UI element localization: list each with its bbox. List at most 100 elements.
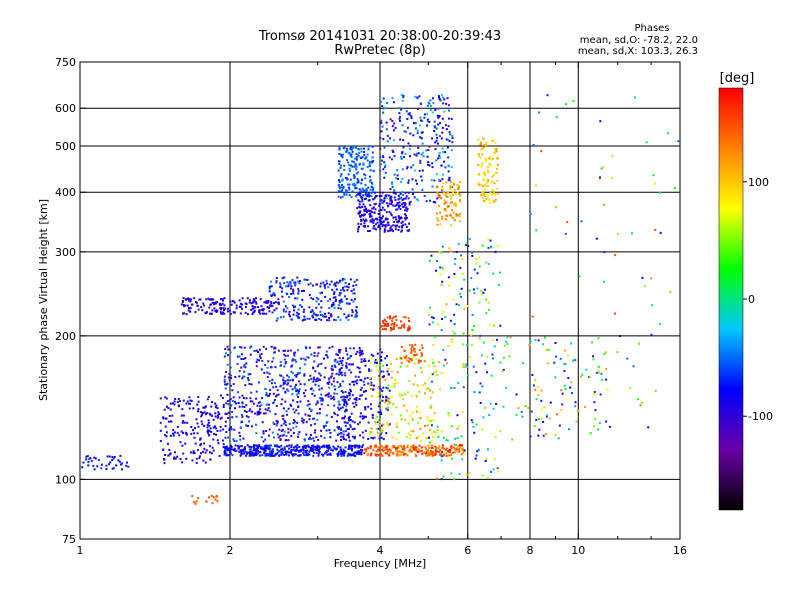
data-point bbox=[354, 445, 357, 448]
data-point bbox=[391, 446, 394, 449]
data-point bbox=[479, 183, 482, 186]
data-point bbox=[413, 350, 416, 353]
data-point bbox=[458, 473, 461, 476]
data-point bbox=[362, 436, 365, 439]
data-point bbox=[559, 357, 562, 360]
data-point bbox=[402, 146, 405, 149]
data-point bbox=[329, 452, 332, 455]
data-point bbox=[382, 215, 384, 218]
data-point bbox=[338, 373, 341, 376]
data-point bbox=[371, 182, 373, 185]
data-point bbox=[280, 444, 283, 447]
data-point bbox=[340, 439, 343, 441]
data-point bbox=[434, 148, 437, 150]
data-point bbox=[476, 272, 479, 275]
data-point bbox=[491, 353, 494, 356]
data-point bbox=[217, 411, 220, 414]
x-tick-label: 1 bbox=[77, 544, 84, 557]
data-point bbox=[295, 314, 298, 317]
data-point bbox=[414, 343, 417, 346]
data-point bbox=[392, 327, 395, 330]
data-point bbox=[351, 428, 354, 431]
data-point bbox=[418, 411, 421, 414]
data-point bbox=[431, 185, 434, 188]
data-point bbox=[109, 461, 112, 464]
data-point bbox=[235, 440, 238, 443]
data-point bbox=[367, 145, 370, 148]
data-point bbox=[275, 452, 278, 455]
data-point bbox=[387, 194, 390, 197]
data-point bbox=[359, 388, 362, 391]
data-point bbox=[389, 118, 392, 121]
data-point bbox=[441, 188, 444, 191]
data-point bbox=[357, 228, 360, 231]
data-point bbox=[234, 376, 237, 378]
data-point bbox=[517, 407, 520, 410]
data-point bbox=[358, 192, 360, 195]
data-point bbox=[328, 446, 331, 449]
data-point bbox=[333, 293, 336, 295]
data-point bbox=[372, 219, 375, 222]
data-point bbox=[396, 451, 399, 454]
data-point bbox=[230, 377, 233, 380]
data-point bbox=[164, 396, 167, 399]
data-point bbox=[358, 212, 360, 215]
data-point bbox=[289, 349, 292, 352]
data-point bbox=[458, 213, 461, 216]
data-point bbox=[415, 198, 418, 201]
data-point bbox=[226, 363, 229, 366]
data-point bbox=[413, 153, 416, 156]
data-point bbox=[415, 446, 418, 449]
data-point bbox=[484, 406, 486, 409]
data-point bbox=[366, 209, 369, 212]
data-point bbox=[230, 428, 233, 431]
data-point bbox=[260, 446, 263, 449]
data-point bbox=[654, 182, 656, 185]
data-point bbox=[306, 356, 309, 359]
data-point bbox=[270, 301, 273, 304]
data-point bbox=[196, 432, 199, 435]
data-point bbox=[372, 221, 375, 224]
data-point bbox=[245, 397, 248, 400]
data-point bbox=[414, 449, 417, 452]
data-point bbox=[111, 459, 114, 461]
data-point bbox=[235, 449, 238, 452]
data-point bbox=[460, 435, 463, 438]
data-point bbox=[404, 203, 407, 205]
data-point bbox=[272, 357, 275, 360]
data-point bbox=[159, 429, 162, 432]
data-point bbox=[291, 388, 294, 391]
data-point bbox=[292, 431, 295, 434]
data-point bbox=[367, 438, 370, 440]
data-point bbox=[430, 316, 433, 319]
data-point bbox=[566, 221, 569, 224]
data-point bbox=[473, 325, 475, 328]
data-point bbox=[397, 219, 400, 222]
data-point bbox=[457, 445, 460, 448]
data-point bbox=[407, 229, 410, 232]
data-point bbox=[290, 370, 293, 373]
data-point bbox=[394, 224, 397, 227]
data-point bbox=[363, 383, 366, 386]
data-point bbox=[223, 380, 226, 383]
data-point bbox=[292, 290, 295, 293]
data-point bbox=[372, 354, 375, 357]
data-point bbox=[347, 434, 350, 437]
data-point bbox=[258, 311, 261, 314]
data-point bbox=[296, 349, 299, 352]
data-point bbox=[292, 399, 295, 402]
data-point bbox=[432, 316, 435, 319]
data-point bbox=[227, 348, 230, 351]
data-point bbox=[347, 314, 350, 317]
data-point bbox=[284, 305, 287, 308]
data-point bbox=[391, 125, 394, 128]
data-point bbox=[223, 309, 225, 312]
data-point bbox=[387, 367, 390, 370]
data-point bbox=[347, 452, 350, 455]
data-point bbox=[399, 208, 402, 210]
data-point bbox=[353, 175, 356, 178]
data-point bbox=[416, 152, 418, 155]
data-point bbox=[383, 230, 386, 233]
data-point bbox=[488, 323, 491, 326]
